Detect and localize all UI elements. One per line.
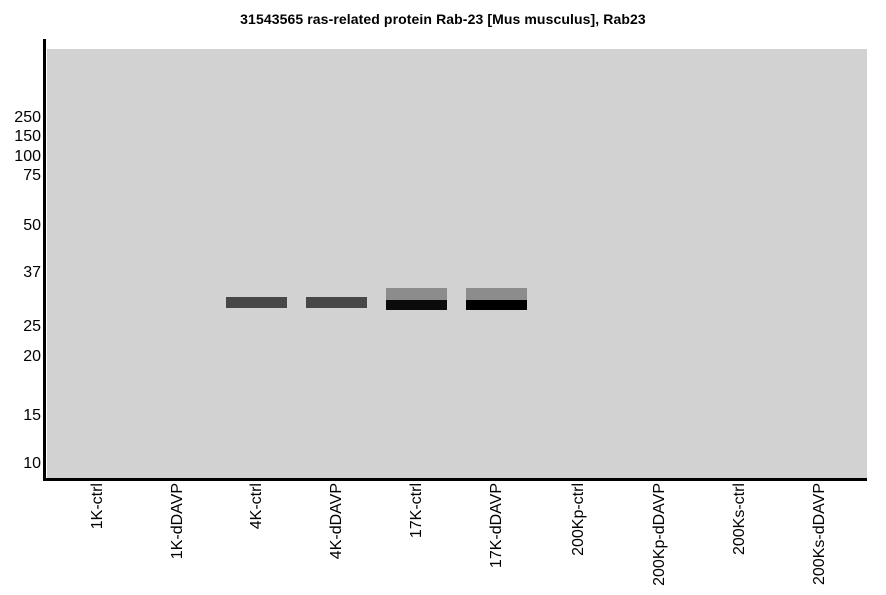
protein-band <box>386 288 447 300</box>
lane-label: 4K-ctrl <box>248 483 265 530</box>
mw-marker-label: 20 <box>23 348 41 365</box>
mw-marker-label: 100 <box>14 148 41 165</box>
mw-marker-label: 10 <box>23 455 41 472</box>
mw-marker-label: 75 <box>23 167 41 184</box>
protein-band <box>466 288 527 300</box>
gel-area <box>47 49 867 478</box>
lane-label: 4K-dDAVP <box>328 483 345 560</box>
lane-label: 200Kp-dDAVP <box>651 483 668 586</box>
lane-label: 200Ks-dDAVP <box>811 483 828 585</box>
mw-marker-label: 15 <box>23 407 41 424</box>
protein-band <box>306 297 367 308</box>
x-axis-line <box>43 478 867 481</box>
mw-marker-label: 50 <box>23 217 41 234</box>
lane-label: 17K-dDAVP <box>488 483 505 569</box>
chart-title: 31543565 ras-related protein Rab-23 [Mus… <box>240 11 646 27</box>
lane-label: 1K-dDAVP <box>169 483 186 560</box>
protein-band <box>466 300 527 310</box>
y-axis-line <box>43 39 46 481</box>
lane-label: 17K-ctrl <box>408 483 425 539</box>
protein-band <box>226 297 287 308</box>
lane-label: 200Ks-ctrl <box>731 483 748 556</box>
lane-label: 200Kp-ctrl <box>570 483 587 556</box>
protein-band <box>386 300 447 310</box>
mw-marker-label: 25 <box>23 318 41 335</box>
lane-label: 1K-ctrl <box>89 483 106 530</box>
mw-marker-label: 37 <box>23 264 41 281</box>
mw-marker-label: 150 <box>14 128 41 145</box>
mw-marker-label: 250 <box>14 109 41 126</box>
